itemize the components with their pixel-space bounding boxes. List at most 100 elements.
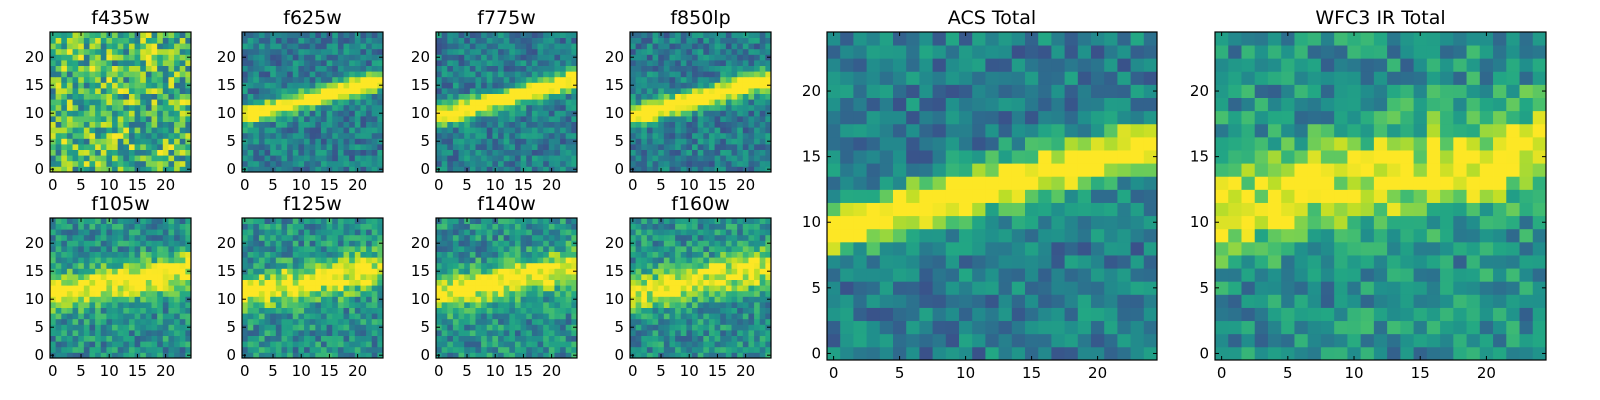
heatmap-cell — [50, 234, 57, 241]
heatmap-cell — [61, 99, 68, 106]
heatmap-cell — [281, 65, 288, 72]
heatmap-cell — [50, 65, 57, 72]
heatmap-cell — [66, 82, 73, 89]
heatmap-cell — [377, 144, 384, 150]
heatmap-cell — [514, 251, 521, 258]
heatmap-cell — [78, 127, 85, 134]
heatmap-cell — [185, 121, 192, 128]
heatmap-cell — [509, 121, 516, 128]
heatmap-cell — [50, 121, 57, 128]
heatmap-cell — [571, 335, 578, 342]
heatmap-cell — [247, 76, 254, 83]
heatmap-cell — [714, 296, 721, 303]
heatmap-cell — [354, 274, 361, 280]
heatmap-cell — [748, 155, 755, 162]
heatmap-cell — [145, 43, 152, 50]
heatmap-cell — [708, 313, 715, 320]
heatmap-cell — [554, 121, 561, 128]
heatmap-cell — [106, 88, 113, 94]
heatmap-cell — [128, 37, 135, 44]
heatmap-cell — [162, 138, 169, 145]
heatmap-cell — [100, 110, 107, 117]
heatmap-cell — [714, 88, 721, 94]
heatmap-cell — [304, 285, 311, 292]
heatmap-cell — [377, 37, 384, 44]
heatmap-cell — [436, 234, 443, 241]
heatmap-cell — [737, 335, 744, 342]
heatmap-cell — [100, 268, 107, 275]
heatmap-cell — [469, 93, 476, 100]
heatmap-cell — [514, 274, 521, 280]
heatmap-cell — [509, 268, 516, 275]
heatmap-cell — [720, 37, 727, 44]
heatmap-cell — [503, 285, 510, 292]
heatmap-cell — [554, 296, 561, 303]
heatmap-cell — [174, 313, 181, 320]
heatmap-cell — [548, 274, 555, 280]
heatmap-cell — [565, 330, 572, 336]
heatmap-cell — [469, 274, 476, 280]
heatmap-cell — [737, 346, 744, 353]
heatmap-cell — [360, 60, 367, 66]
heatmap-cell — [725, 37, 732, 44]
heatmap-cell — [309, 54, 316, 61]
heatmap-cell — [128, 144, 135, 150]
heatmap-cell — [469, 127, 476, 134]
heatmap-cell — [50, 274, 57, 280]
heatmap-cell — [571, 307, 578, 314]
heatmap-cell — [720, 127, 727, 134]
heatmap-cell — [337, 37, 344, 44]
heatmap-cell — [464, 132, 471, 139]
heatmap-cell — [458, 290, 465, 297]
heatmap-cell — [526, 144, 533, 150]
x-tick-label: 10 — [486, 176, 505, 194]
heatmap-cell — [464, 116, 471, 122]
heatmap-cell — [520, 110, 527, 117]
heatmap-cell — [134, 307, 141, 314]
heatmap-cell — [258, 43, 265, 50]
heatmap-cell — [179, 65, 186, 72]
heatmap-cell — [61, 274, 68, 280]
heatmap-cell — [686, 160, 693, 167]
heatmap-cell — [332, 82, 339, 89]
heatmap-cell — [179, 313, 186, 320]
heatmap-cell — [669, 149, 676, 156]
heatmap-cell — [565, 313, 572, 320]
heatmap-cell — [748, 48, 755, 55]
heatmap-cell — [703, 71, 710, 78]
heatmap-cell — [287, 149, 294, 156]
heatmap-cell — [475, 88, 482, 94]
heatmap-cell — [641, 335, 648, 342]
heatmap-cell — [360, 307, 367, 314]
heatmap-cell — [332, 110, 339, 117]
heatmap-cell — [106, 296, 113, 303]
heatmap-cell — [697, 37, 704, 44]
heatmap-cell — [560, 127, 567, 134]
heatmap-cell — [349, 240, 356, 247]
heatmap-cell — [275, 60, 282, 66]
heatmap-cell — [337, 274, 344, 280]
heatmap-cell — [174, 60, 181, 66]
heatmap-cell — [486, 246, 493, 252]
heatmap-cell — [503, 138, 510, 145]
heatmap-cell — [264, 335, 271, 342]
heatmap-cell — [304, 229, 311, 236]
heatmap-cell — [140, 155, 147, 162]
heatmap-cell — [343, 302, 350, 308]
heatmap-cell — [641, 71, 648, 78]
heatmap-cell — [270, 48, 277, 55]
heatmap-cell — [112, 48, 119, 55]
heatmap-cell — [452, 121, 459, 128]
heatmap-cell — [320, 88, 327, 94]
heatmap-cell — [514, 341, 521, 348]
heatmap-cell — [458, 234, 465, 241]
heatmap-cell — [337, 71, 344, 78]
heatmap-cell — [486, 144, 493, 150]
heatmap-cell — [89, 223, 96, 230]
heatmap-cell — [123, 296, 130, 303]
heatmap-cell — [720, 290, 727, 297]
heatmap-cell — [366, 116, 373, 122]
heatmap-cell — [134, 88, 141, 94]
heatmap-cell — [464, 223, 471, 230]
